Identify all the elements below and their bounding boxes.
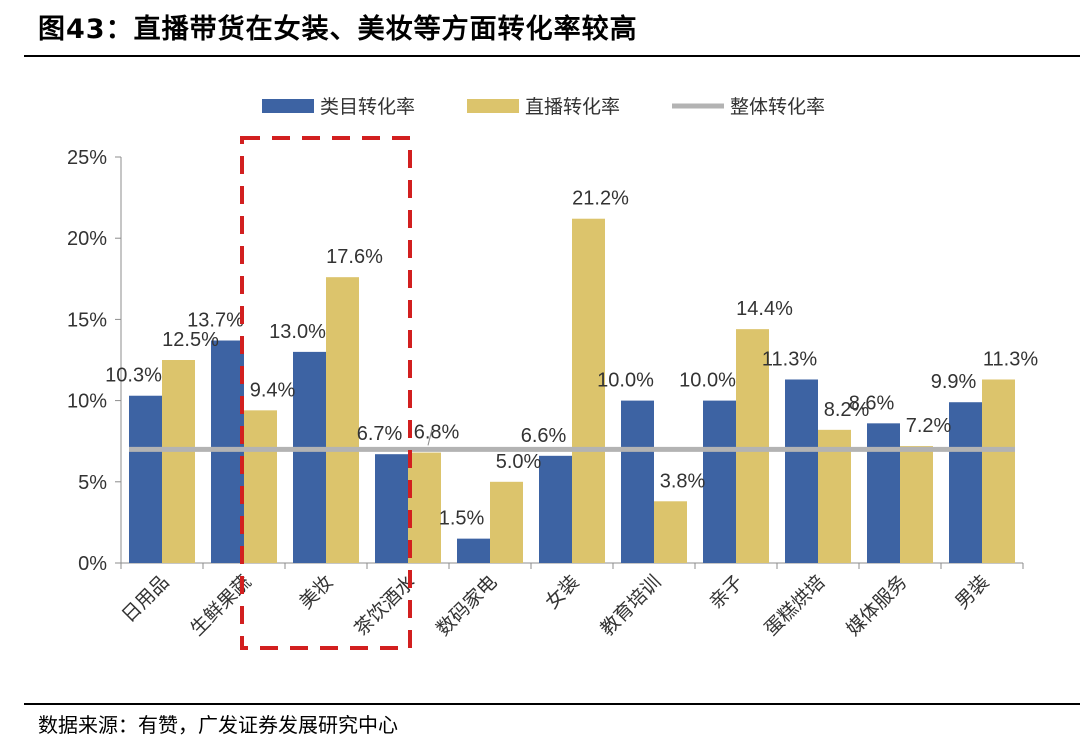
- live-rate-label: 6.8%: [414, 422, 460, 444]
- highlight-dashed-box: [240, 136, 412, 650]
- bar-chart: 类目转化率 直播转化率 整体转化率 0% 5% 10% 15% 20% 25% 日用品 生鲜果蔬…: [67, 96, 1038, 650]
- x-tick-label: 美妆: [295, 571, 337, 613]
- live-rate-bar: [162, 360, 195, 563]
- live-rate-label: 3.8%: [660, 470, 706, 492]
- live-rate-bar: [654, 501, 687, 563]
- x-tick-label: 数码家电: [432, 571, 501, 640]
- category-rate-bar: [621, 400, 654, 563]
- y-tick-label: 0%: [78, 553, 107, 575]
- x-axis: 日用品 生鲜果蔬 美妆 茶饮酒水 数码家电 女装 教育培训 亲子 蛋糕烘培 媒体服务 男装: [118, 562, 1024, 640]
- source-rule: [24, 703, 1080, 705]
- live-rate-bar: [900, 446, 933, 563]
- live-rate-bar: [736, 329, 769, 563]
- overall-rate-line: [129, 429, 1015, 452]
- y-tick-label: 5%: [78, 472, 107, 494]
- x-tick-label: 亲子: [705, 571, 747, 613]
- chart-legend: 类目转化率 直播转化率 整体转化率: [262, 96, 825, 118]
- legend-label: 类目转化率: [320, 96, 415, 118]
- live-rate-label: 7.2%: [906, 415, 952, 437]
- live-rate-bar: [818, 429, 851, 563]
- y-tick-label: 25%: [67, 147, 107, 169]
- legend-swatch: [262, 99, 314, 113]
- figure-title: 图43：直播带货在女装、美妆等方面转化率较高: [38, 14, 638, 45]
- category-rate-bar: [457, 538, 490, 563]
- live-rate-label: 17.6%: [326, 246, 383, 268]
- data-labels: 10.3%12.5%13.7% 9.4% 13.0% 17.6% 6.7% 6.8% 1.5…: [105, 188, 1038, 530]
- category-rate-bar: [703, 400, 736, 563]
- live-rate-bar: [490, 481, 523, 563]
- y-tick-label: 20%: [67, 228, 107, 250]
- category-rate-label: 6.7%: [357, 423, 403, 445]
- live-rate-label: 21.2%: [572, 188, 629, 210]
- category-rate-label: 13.7%: [187, 310, 244, 332]
- category-rate-bar: [129, 395, 162, 563]
- category-rate-label: 8.6%: [849, 392, 895, 414]
- y-tick-label: 10%: [67, 391, 107, 413]
- category-rate-bar: [867, 423, 900, 563]
- category-rate-bar: [293, 351, 326, 563]
- legend-label: 整体转化率: [730, 96, 825, 118]
- live-rate-label: 11.3%: [983, 348, 1038, 370]
- category-rate-label: 10.0%: [597, 370, 654, 392]
- live-rate-bar: [572, 218, 605, 563]
- source-note: 数据来源：有赞，广发证券发展研究中心: [38, 713, 398, 737]
- y-tick-label: 15%: [67, 309, 107, 331]
- live-rate-bar: [326, 277, 359, 563]
- y-axis: 0% 5% 10% 15% 20% 25%: [67, 147, 122, 575]
- label-leader-line: [427, 429, 433, 446]
- category-rate-label: 1.5%: [439, 508, 485, 530]
- x-tick-label: 男装: [951, 571, 993, 613]
- category-rate-label: 10.0%: [679, 370, 736, 392]
- category-rate-bar: [375, 454, 408, 563]
- category-rate-label: 6.6%: [521, 425, 567, 447]
- category-rate-label: 13.0%: [269, 321, 326, 343]
- live-rate-bar: [244, 410, 277, 563]
- x-tick-label: 女装: [541, 571, 583, 613]
- live-rate-label: 9.4%: [250, 379, 296, 401]
- highlight-box: [240, 136, 412, 650]
- x-tick-label: 蛋糕烘培: [760, 571, 829, 640]
- category-rate-label: 11.3%: [762, 348, 817, 370]
- x-tick-label: 日用品: [118, 572, 173, 627]
- category-rate-label: 9.9%: [931, 371, 977, 393]
- legend-swatch: [467, 99, 519, 113]
- live-rate-label: 5.0%: [496, 451, 542, 473]
- x-tick-label: 教育培训: [596, 571, 665, 640]
- category-rate-bar: [785, 379, 818, 563]
- x-tick-label: 生鲜果蔬: [186, 571, 255, 640]
- legend-label: 直播转化率: [525, 96, 620, 118]
- bars: [129, 218, 1015, 563]
- live-rate-bar: [408, 452, 441, 563]
- live-rate-label: 12.5%: [162, 329, 219, 351]
- live-rate-label: 8.2%: [824, 399, 870, 421]
- x-tick-label: 媒体服务: [842, 571, 911, 640]
- live-rate-label: 14.4%: [736, 298, 793, 320]
- live-rate-bar: [982, 379, 1015, 563]
- category-rate-bar: [539, 455, 572, 563]
- category-rate-label: 10.3%: [105, 365, 162, 387]
- title-rule: [24, 55, 1080, 57]
- category-rate-bar: [949, 402, 982, 563]
